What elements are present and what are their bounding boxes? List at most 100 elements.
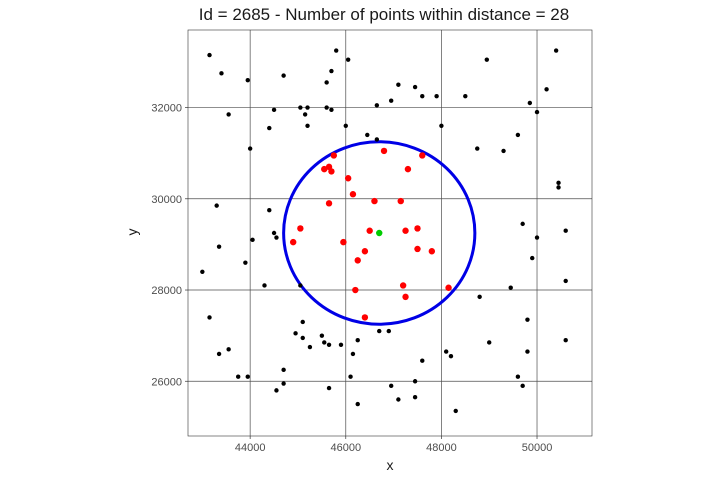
outside-point [247,146,253,151]
inside-point [397,197,404,205]
inside-point [352,286,359,294]
inside-point [349,191,357,198]
outside-point [534,235,540,240]
outside-point [329,68,334,74]
inside-point [414,225,421,232]
x-tick-label: 46000 [330,442,361,454]
outside-point [271,230,277,236]
outside-point [443,349,449,354]
outside-point [487,340,492,345]
outside-point [420,358,425,363]
outside-point [563,278,568,284]
inside-point [414,245,421,253]
outside-point [475,146,480,151]
outside-point [226,112,231,117]
outside-point [374,137,380,142]
outside-point [216,244,222,249]
inside-point [328,168,335,175]
outside-point [226,347,231,352]
outside-point [448,353,454,359]
outside-point [298,105,303,110]
inside-point [297,225,304,232]
outside-point [434,93,439,99]
outside-point [334,48,339,53]
inside-point [361,248,369,255]
y-tick-label: 28000 [151,285,182,297]
outside-point [355,338,360,343]
outside-point [324,80,329,85]
outside-point [274,388,279,393]
y-tick-label: 32000 [151,103,182,115]
outside-point [267,125,272,131]
outside-point [439,123,444,128]
inside-point [330,152,338,159]
outside-point [281,73,286,78]
outside-point [515,374,521,379]
outside-point [245,77,250,83]
inside-point [354,257,361,264]
outside-point [338,342,344,347]
panel-border [187,29,593,437]
outside-point [219,71,224,76]
outside-point [281,367,286,373]
outside-point [322,340,327,345]
outside-point [534,109,540,115]
data-points [200,48,568,414]
outside-point [520,221,525,227]
outside-point [386,328,392,334]
outside-point [515,132,521,138]
outside-point [355,401,360,407]
inside-point [428,248,436,255]
inside-point [402,227,409,234]
inside-point [419,152,426,159]
outside-point [281,381,286,386]
outside-point [412,84,418,90]
outside-point [477,294,482,300]
outside-point [293,331,298,336]
outside-point [307,344,313,350]
outside-point [412,395,418,400]
distance-circle-layer [282,140,477,326]
outside-point [396,397,401,402]
outside-point [245,374,250,379]
outside-point [527,100,533,106]
outside-point [501,148,506,154]
outside-point [243,260,248,265]
outside-point [216,351,222,357]
outside-point [271,107,277,113]
outside-point [298,283,303,288]
outside-point [556,185,561,190]
inside-point [380,147,388,155]
outside-point [412,379,418,384]
inside-point [399,282,407,289]
outside-point [563,228,568,233]
outside-point [329,107,334,113]
inside-point [344,175,352,182]
outside-point [250,237,255,243]
outside-point [350,351,356,357]
outside-point [508,285,513,290]
y-axis-ticks: 26000 28000 30000 32000 [151,103,188,388]
chart-title: Id = 2685 - Number of points within dist… [199,5,569,24]
outside-point [324,105,329,110]
x-tick-label: 44000 [235,442,266,454]
outside-point [319,333,325,338]
outside-point [326,342,332,347]
outside-point [343,123,348,128]
outside-point [530,255,535,261]
x-tick-label: 48000 [426,442,457,454]
outside-point [348,374,353,379]
outside-point [553,48,559,53]
outside-point [207,315,212,320]
distance-circle [282,140,477,326]
outside-point [388,383,394,389]
outside-point [305,123,310,128]
inside-point [371,197,378,205]
outside-point [453,408,458,414]
outside-point [388,98,394,103]
x-axis-ticks: 44000 46000 48000 50000 [235,436,552,454]
inside-point [404,165,412,173]
grid-lines [188,30,592,436]
outside-point [365,132,370,138]
